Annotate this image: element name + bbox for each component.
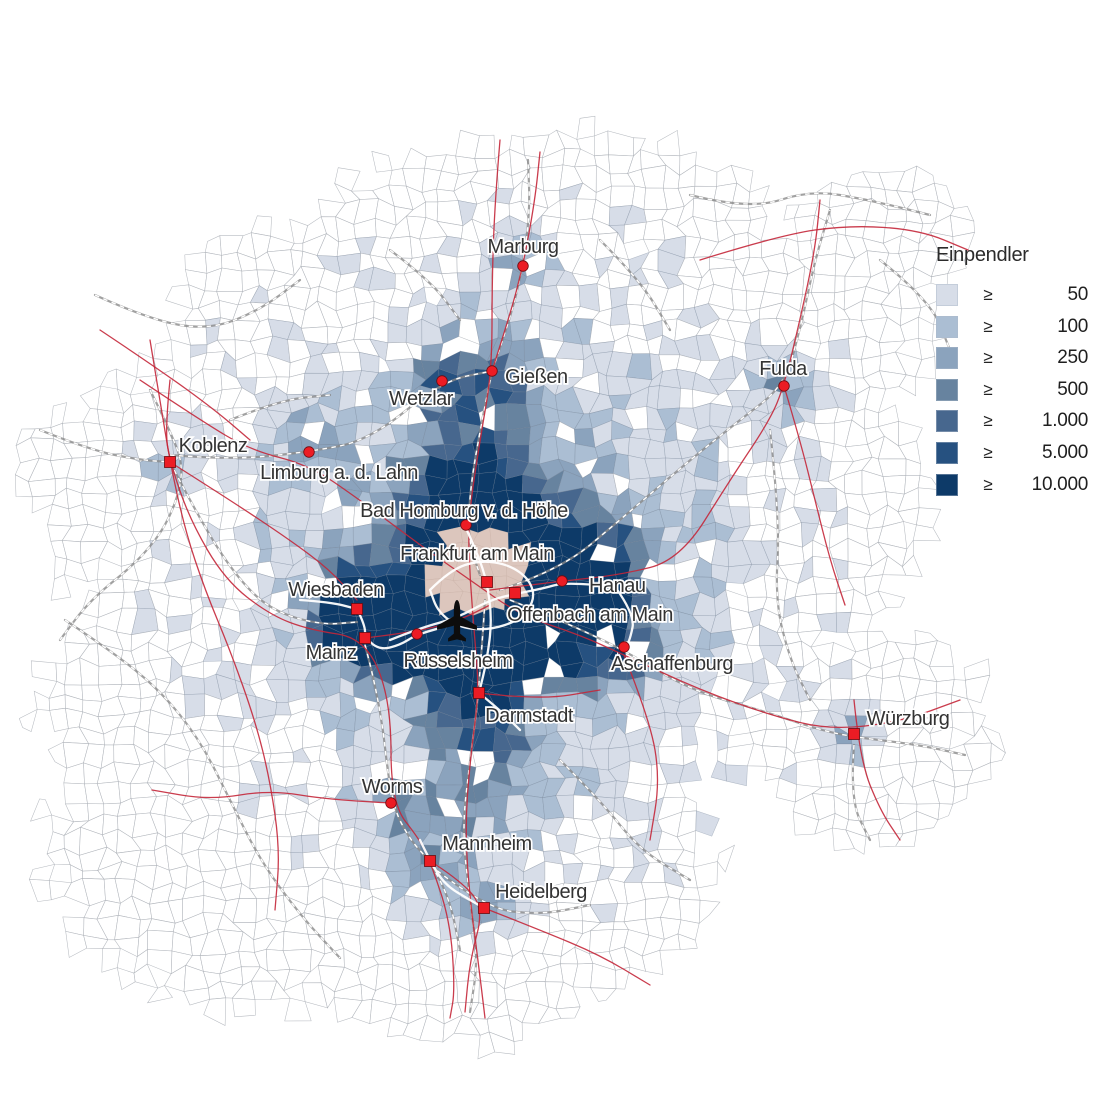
city-label-mainz: Mainz	[306, 642, 357, 664]
city-label-mannheim: Mannheim	[442, 833, 531, 855]
legend-operator: ≥	[983, 285, 993, 304]
city-marker-fulda	[778, 380, 790, 392]
city-marker-wiesbaden	[351, 603, 363, 615]
legend-value: 10.000	[1031, 473, 1089, 495]
city-marker-aschaffenburg	[618, 641, 630, 653]
city-marker-gie-en	[486, 365, 498, 377]
legend-swatch	[936, 473, 958, 496]
city-marker-darmstadt	[473, 687, 485, 699]
city-label-limburg-a-d-lahn: Limburg a. d. Lahn	[260, 462, 418, 484]
legend-value: 250	[1057, 347, 1088, 369]
city-marker-marburg	[517, 260, 529, 272]
legend-operator: ≥	[983, 316, 993, 336]
legend-swatch	[936, 315, 958, 338]
city-label-r-sselsheim: Rüsselsheim	[404, 650, 513, 672]
legend-row-2: ≥250	[936, 347, 1088, 370]
legend-row-4: ≥1.000	[936, 410, 1088, 433]
legend-swatch	[936, 284, 958, 306]
legend-swatch	[936, 347, 958, 370]
legend-operator: ≥	[983, 379, 993, 399]
legend-row-1: ≥100	[936, 315, 1088, 338]
city-marker-limburg-a-d-lahn	[303, 446, 315, 458]
city-marker-worms	[385, 797, 397, 809]
city-label-bad-homburg-v-d-h-he: Bad Homburg v. d. Höhe	[360, 500, 568, 522]
city-label-fulda: Fulda	[759, 358, 808, 380]
city-label-heidelberg: Heidelberg	[495, 881, 587, 903]
city-marker-heidelberg	[478, 902, 490, 914]
legend-row-0: ≥50	[936, 284, 1088, 306]
city-marker-mannheim	[424, 855, 436, 867]
legend-title: Einpendler	[936, 244, 1029, 266]
city-label-frankfurt-am-main: Frankfurt am Main	[400, 543, 554, 565]
legend-value: 100	[1057, 315, 1088, 337]
city-label-darmstadt: Darmstadt	[485, 705, 574, 727]
city-label-offenbach-am-main: Offenbach am Main	[507, 604, 673, 626]
city-label-gie-en: Gießen	[505, 366, 568, 388]
legend-swatch	[936, 441, 958, 464]
legend-value: 1.000	[1041, 410, 1088, 432]
legend-operator: ≥	[983, 474, 993, 494]
city-label-worms: Worms	[362, 776, 423, 798]
legend-row-6: ≥10.000	[936, 473, 1089, 496]
city-marker-offenbach-am-main	[509, 587, 521, 599]
city-marker-frankfurt-am-main	[481, 576, 493, 588]
city-label-koblenz: Koblenz	[179, 435, 248, 457]
city-label-wetzlar: Wetzlar	[389, 388, 454, 410]
city-label-wiesbaden: Wiesbaden	[288, 579, 384, 601]
city-label-hanau: Hanau	[589, 575, 645, 597]
legend-operator: ≥	[983, 411, 993, 431]
legend-value: 500	[1057, 378, 1088, 400]
legend: Einpendler ≥50 ≥100 ≥250 ≥500 ≥1.000 ≥5.000 ≥1…	[936, 244, 1088, 505]
legend-operator: ≥	[983, 442, 993, 462]
city-markers	[164, 260, 860, 914]
city-marker-koblenz	[164, 456, 176, 468]
city-label-w-rzburg: Würzburg	[867, 708, 950, 730]
legend-value: 5.000	[1041, 441, 1088, 463]
legend-swatch	[936, 410, 958, 433]
city-marker-r-sselsheim	[411, 628, 423, 640]
legend-value: 50	[1067, 284, 1088, 305]
city-marker-hanau	[556, 575, 568, 587]
city-marker-w-rzburg	[848, 728, 860, 740]
legend-rows: ≥50 ≥100 ≥250 ≥500 ≥1.000 ≥5.000 ≥10.000	[936, 284, 1088, 496]
legend-row-5: ≥5.000	[936, 441, 1088, 464]
city-label-aschaffenburg: Aschaffenburg	[611, 653, 733, 675]
airport-icon	[437, 600, 477, 642]
city-labels: Marburg Gießen Wetzlar Fulda Koblenz Limburg …	[177, 234, 952, 904]
city-marker-wetzlar	[436, 375, 448, 387]
legend-operator: ≥	[983, 348, 993, 368]
city-label-marburg: Marburg	[488, 236, 559, 258]
legend-row-3: ≥500	[936, 378, 1088, 401]
legend-swatch	[936, 378, 958, 401]
city-marker-mainz	[359, 632, 371, 644]
city-marker-bad-homburg-v-d-h-he	[460, 519, 472, 531]
